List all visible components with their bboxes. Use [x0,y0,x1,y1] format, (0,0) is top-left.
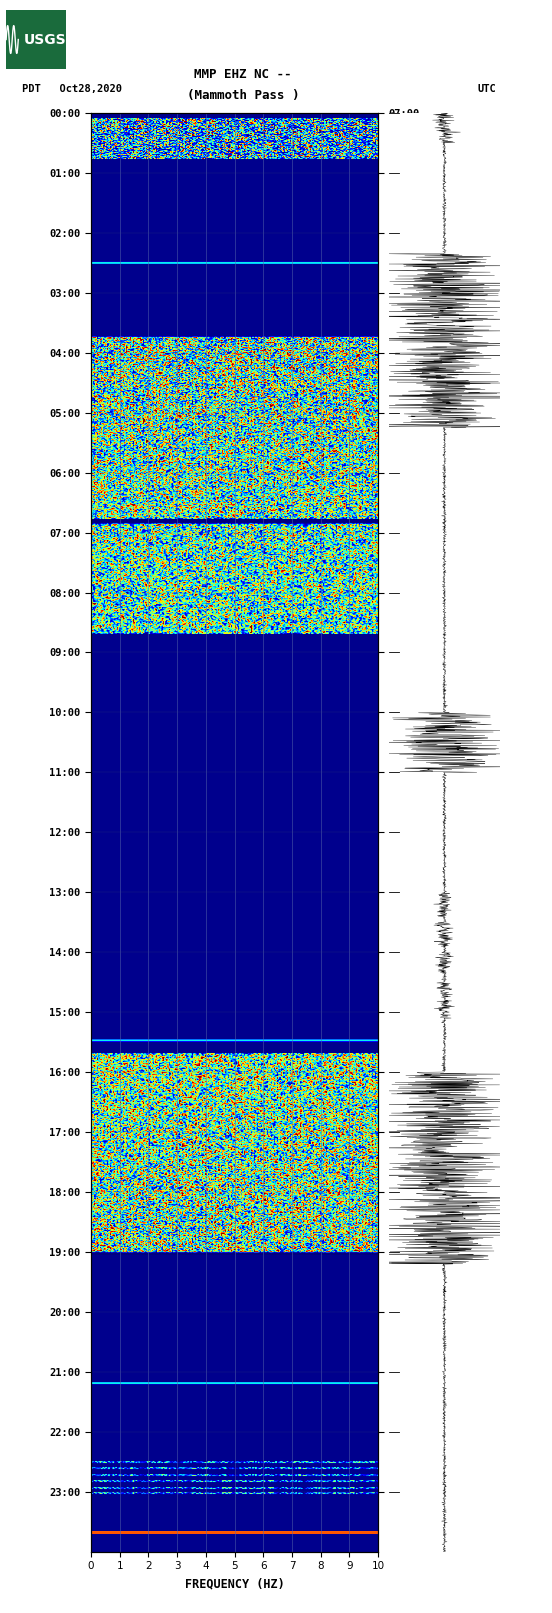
Text: USGS: USGS [24,32,66,47]
Text: (Mammoth Pass ): (Mammoth Pass ) [187,89,299,102]
Text: UTC: UTC [477,84,496,94]
Text: MMP EHZ NC --: MMP EHZ NC -- [194,68,291,81]
Text: PDT   Oct28,2020: PDT Oct28,2020 [22,84,122,94]
X-axis label: FREQUENCY (HZ): FREQUENCY (HZ) [185,1578,284,1590]
